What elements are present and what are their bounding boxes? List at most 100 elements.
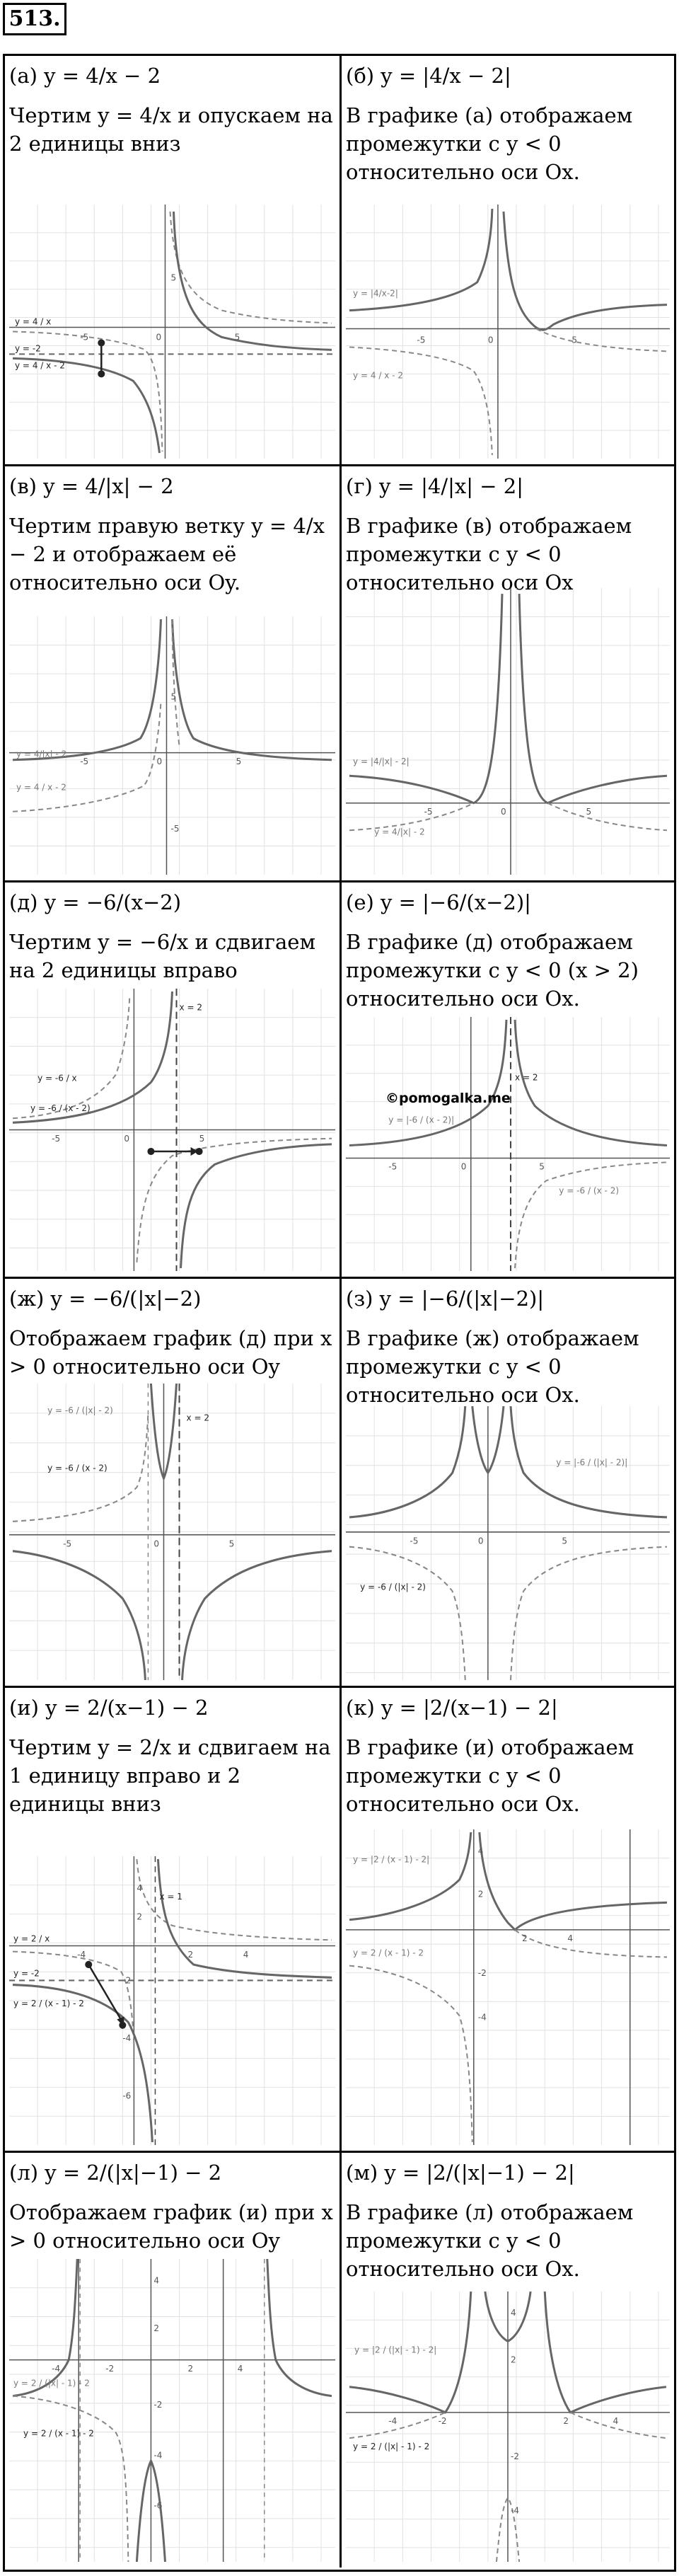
cell-caption: Чертим правую ветку y = 4/x − 2 и отобра… bbox=[9, 514, 325, 594]
graph-label: y = -6 / (x - 2) bbox=[30, 1103, 91, 1113]
graph-label: y = 2 / (|x| - 1) - 2 bbox=[353, 2442, 429, 2452]
tick-label: 4 bbox=[238, 2364, 243, 2374]
graph-z: -5 0 5 y = |-6 / (|x| - 2)| y = -6 / (|x… bbox=[346, 1406, 670, 1680]
graph-i: 4 2 -2 -4 2 4 -4 -6 y = 2 / x x = 1 y = … bbox=[9, 1856, 335, 2145]
tick-label: 4 bbox=[478, 1846, 484, 1856]
cell-heading: (и) y = 2/(x−1) − 2 bbox=[9, 1696, 209, 1720]
problem-number: 513. bbox=[3, 3, 66, 35]
tick-label: 5 bbox=[586, 807, 591, 817]
tick-label: -5 bbox=[417, 335, 425, 345]
graph-label: y = |2 / (|x| - 1) - 2| bbox=[354, 2345, 436, 2355]
cell-caption: В графике (а) отображаем промежутки с y … bbox=[346, 103, 633, 184]
cell-heading: (в) y = 4/|x| − 2 bbox=[9, 474, 174, 498]
cell-caption: Чертим y = 4/x и опускаем на 2 единицы в… bbox=[9, 103, 333, 156]
tick-label: 0 bbox=[461, 1161, 467, 1171]
graph-label: y = |2 / (x - 1) - 2| bbox=[353, 1855, 429, 1865]
tick-label: 4 bbox=[511, 2308, 516, 2318]
tick-label: -4 bbox=[388, 2416, 397, 2426]
graph-b: -5 0 5 y = |4/x-2| y = 4 / x - 2 bbox=[346, 205, 670, 459]
tick-label: 4 bbox=[613, 2416, 619, 2426]
tick-label: 5 bbox=[229, 1539, 235, 1548]
tick-label: -2 bbox=[105, 2364, 114, 2374]
cell-caption: Отображаем график (и) при x > 0 относите… bbox=[9, 2200, 333, 2253]
tick-label: -4 bbox=[478, 2013, 487, 2023]
tick-label: 2 bbox=[153, 2323, 159, 2333]
cell-caption: В графике (в) отображаем промежутки с y … bbox=[346, 514, 632, 594]
cell-caption: Чертим y = 2/x и сдвигаем на 1 единицу в… bbox=[9, 1735, 331, 1816]
graph-label: y = 4 / x bbox=[15, 317, 51, 327]
tick-label: -2 bbox=[478, 1968, 487, 1978]
tick-label: 2 bbox=[478, 1889, 484, 1899]
graph-label: y = -6 / (|x| - 2) bbox=[47, 1405, 113, 1416]
cell-heading: (б) y = |4/x − 2| bbox=[346, 64, 511, 88]
tick-label: 5 bbox=[170, 273, 176, 283]
cell-z: (з) y = |−6/(|x|−2)| В графике (ж) отобр… bbox=[342, 1279, 674, 1688]
cell-b: (б) y = |4/x − 2| В графике (а) отобража… bbox=[342, 56, 674, 466]
tick-label: -5 bbox=[388, 1161, 397, 1171]
graph-label: y = |4/x-2| bbox=[353, 289, 398, 299]
graph-label: y = 2 / (x - 1) - 2 bbox=[23, 2429, 94, 2439]
tick-label: 5 bbox=[562, 1536, 567, 1546]
graph-label: y = 2 / (x - 1) - 2 bbox=[353, 1948, 424, 1957]
graph-label: y = -6 / (x - 2) bbox=[559, 1185, 619, 1195]
tick-label: 2 bbox=[511, 2355, 516, 2365]
tick-label: 0 bbox=[501, 807, 506, 817]
cell-heading: (м) y = |2/(|x|−1) − 2| bbox=[346, 2161, 575, 2185]
tick-label: 5 bbox=[235, 332, 240, 342]
tick-label: -2 bbox=[122, 1975, 131, 1985]
graph-l: 4 2 -2 -4 -2 2 4 -4 -6 y = 2 / (|x| - 1)… bbox=[9, 2259, 335, 2562]
tick-label: 0 bbox=[156, 332, 161, 342]
graph-label: y = -6 / (|x| - 2) bbox=[360, 1582, 426, 1592]
cell-heading: (е) y = |−6/(x−2)| bbox=[346, 890, 531, 914]
cell-zh: (ж) y = −6/(|x|−2) Отображаем график (д)… bbox=[5, 1279, 342, 1688]
graph-zh: -5 0 5 y = -6 / (|x| - 2) x = 2 y = -6 /… bbox=[9, 1384, 335, 1680]
graph-label: y = 4/|x| - 2 bbox=[374, 827, 425, 836]
tick-label: 4 bbox=[153, 2276, 159, 2286]
tick-label: 5 bbox=[199, 1134, 205, 1144]
tick-label: -4 bbox=[77, 1950, 86, 1960]
tick-label: 5 bbox=[571, 335, 577, 345]
tick-label: 2 bbox=[563, 2416, 569, 2426]
graph-a: 5 -5 0 5 y = 4 / x y = -2 y = 4 / x - 2 bbox=[9, 205, 335, 459]
cell-heading: (д) y = −6/(x−2) bbox=[9, 890, 182, 914]
graph-label: x = 2 bbox=[515, 1073, 538, 1083]
cell-caption: В графике (д) отображаем промежутки с y … bbox=[346, 930, 639, 1011]
cell-caption: В графике (л) отображаем промежутки с y … bbox=[346, 2200, 634, 2281]
tick-label: 0 bbox=[124, 1134, 129, 1144]
cell-v: (в) y = 4/|x| − 2 Чертим правую ветку y … bbox=[5, 466, 342, 882]
tick-label: -5 bbox=[424, 807, 432, 817]
tick-label: 4 bbox=[567, 1933, 573, 1943]
graph-g: -5 0 5 y = |4/|x| - 2| y = 4/|x| - 2 bbox=[346, 588, 670, 875]
cell-i: (и) y = 2/(x−1) − 2 Чертим y = 2/x и сдв… bbox=[5, 1688, 342, 2153]
graph-label: y = |-6 / (x - 2)| bbox=[388, 1115, 454, 1125]
cell-caption: В графике (и) отображаем промежутки с y … bbox=[346, 1735, 634, 1816]
tick-label: -4 bbox=[153, 2450, 162, 2460]
tick-label: -5 bbox=[80, 332, 88, 342]
graph-label: y = |4/|x| - 2| bbox=[353, 757, 410, 766]
tick-label: 0 bbox=[156, 757, 162, 766]
cell-caption: Отображаем график (д) при x > 0 относите… bbox=[9, 1326, 332, 1379]
graph-label: y = -2 bbox=[15, 343, 41, 353]
tick-label: -5 bbox=[63, 1539, 71, 1548]
graph-m: 4 2 -2 -4 -2 2 4 -4 y = |2 / (|x| - 1) -… bbox=[346, 2292, 670, 2562]
cell-caption: Чертим y = −6/x и сдвигаем на 2 единицы … bbox=[9, 930, 316, 982]
graph-label: x = 2 bbox=[187, 1413, 209, 1422]
graph-label: y = -6 / x bbox=[37, 1073, 77, 1083]
tick-label: -6 bbox=[122, 2091, 131, 2101]
graph-label: y = 4 / x - 2 bbox=[16, 782, 66, 792]
tick-label: -4 bbox=[122, 2033, 131, 2043]
tick-label: -2 bbox=[511, 2451, 519, 2461]
tick-label: 2 bbox=[137, 1912, 142, 1922]
cell-g: (г) y = |4/|x| − 2| В графике (в) отобра… bbox=[342, 466, 674, 882]
graph-label: y = -6 / (x - 2) bbox=[47, 1463, 108, 1473]
tick-label: -4 bbox=[511, 2506, 519, 2516]
graph-label: y = 2 / x bbox=[13, 1933, 50, 1943]
tick-label: 2 bbox=[188, 1950, 194, 1960]
tick-label: 5 bbox=[170, 692, 176, 702]
tick-label: -6 bbox=[153, 2500, 162, 2510]
cell-heading: (а) y = 4/x − 2 bbox=[9, 64, 161, 88]
graph-k: 4 2 -2 -4 2 4 y = |2 / (x - 1) - 2| y = … bbox=[346, 1829, 670, 2145]
tick-label: -5 bbox=[170, 824, 179, 834]
graph-label: y = 4 / x - 2 bbox=[353, 370, 403, 380]
tick-label: 0 bbox=[153, 1539, 159, 1548]
